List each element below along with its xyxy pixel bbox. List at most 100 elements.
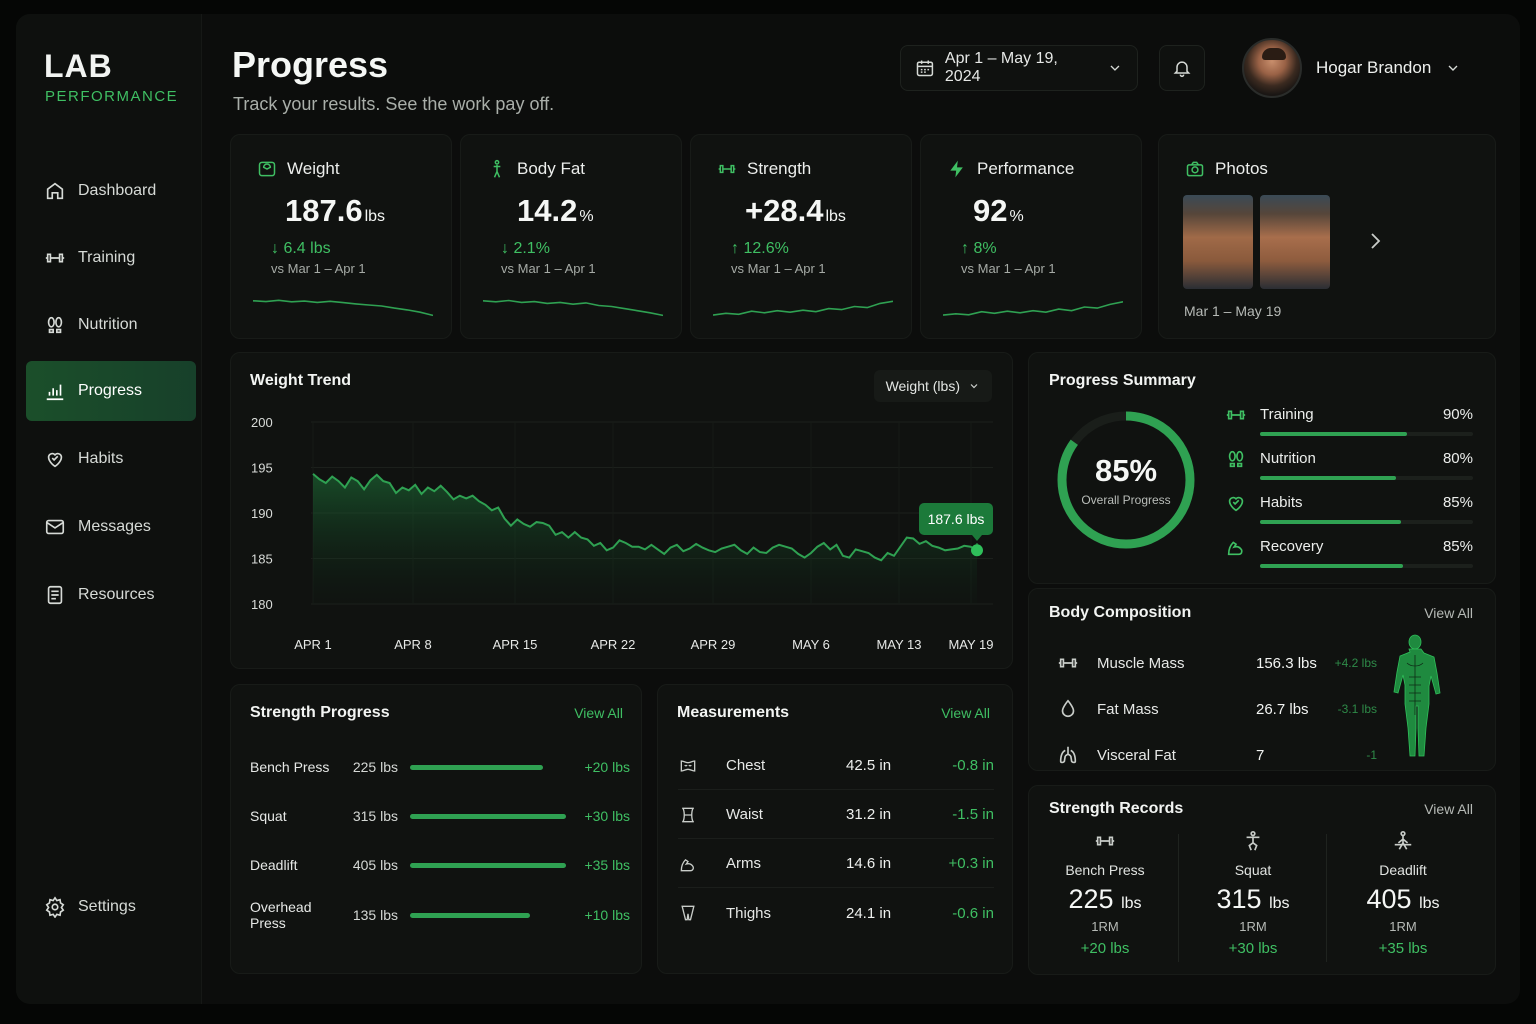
progress-bar (410, 813, 566, 819)
stat-card-body-fat[interactable]: Body Fat 14.2% ↓ 2.1% vs Mar 1 – Apr 1 (460, 134, 682, 339)
composition-row-fat: Fat Mass 26.7 lbs -3.1 lbs (1057, 694, 1377, 724)
sidebar-item-label: Settings (78, 898, 136, 915)
area-fill (313, 473, 977, 604)
exercise-delta: +10 lbs (584, 907, 630, 923)
section-title: Progress Summary (1049, 372, 1196, 389)
view-all-link[interactable]: View All (574, 705, 623, 721)
strength-records-card: Strength Records View All Bench Press 22… (1028, 785, 1496, 975)
section-title: Strength Progress (250, 704, 390, 721)
chest-icon (678, 756, 726, 776)
summary-percent: 85% (1442, 538, 1473, 555)
divider (1326, 834, 1327, 962)
sidebar-item-nutrition[interactable]: Nutrition (26, 295, 196, 355)
strength-row-deadlift: Deadlift 405 lbs +35 lbs (250, 854, 630, 876)
weight-series-line (312, 473, 978, 562)
overall-label: Overall Progress (1081, 493, 1171, 507)
dumbbell-icon (45, 253, 65, 263)
exercise-weight: 315 lbs (352, 808, 398, 824)
x-tick-label: MAY 13 (876, 637, 921, 652)
measurement-row-waist: Waist 31.2 in -1.5 in (678, 791, 994, 839)
date-range-picker[interactable]: Apr 1 – May 19, 2024 (900, 45, 1138, 91)
composition-value: 156.3 lbs (1256, 654, 1317, 672)
stat-header: Photos (1185, 159, 1268, 179)
measurement-delta: -0.8 in (952, 757, 994, 774)
composition-delta: -3.1 lbs (1337, 702, 1377, 716)
composition-delta: -1 (1366, 748, 1377, 762)
progress-photo-after[interactable] (1260, 195, 1330, 289)
sidebar-item-dashboard[interactable]: Dashboard (26, 161, 196, 221)
composition-row-muscle: Muscle Mass 156.3 lbs +4.2 lbs (1057, 648, 1377, 678)
sidebar-item-messages[interactable]: Messages (26, 497, 196, 557)
sparkline-series (943, 301, 1123, 316)
user-menu[interactable]: Hogar Brandon (1242, 38, 1461, 98)
progress-photo-before[interactable] (1183, 195, 1253, 289)
stat-card-strength[interactable]: Strength +28.4 lbs ↑ 12.6% vs Mar 1 – Apr… (690, 134, 912, 339)
sidebar-item-settings[interactable]: Settings (26, 877, 196, 937)
measurement-row-chest: Chest 42.5 in -0.8 in (678, 742, 994, 790)
droplet-icon (1057, 698, 1097, 720)
exercise-name: Deadlift (250, 857, 298, 873)
stat-label: Strength (747, 159, 812, 178)
progress-bar (410, 764, 566, 770)
view-all-link[interactable]: View All (941, 705, 990, 721)
section-title: Strength Records (1049, 800, 1184, 817)
exercise-delta: +30 lbs (584, 808, 630, 824)
measurement-delta: +0.3 in (948, 855, 994, 872)
exercise-name: Squat (250, 808, 287, 824)
composition-delta: +4.2 lbs (1334, 656, 1377, 670)
stat-value: 92% (973, 193, 1024, 228)
composition-value: 26.7 lbs (1256, 700, 1309, 718)
user-name: Hogar Brandon (1316, 58, 1432, 77)
strength-row-bench: Bench Press 225 lbs +20 lbs (250, 756, 630, 778)
stat-header: Performance (947, 159, 1074, 179)
stat-card-performance[interactable]: Performance 92% ↑ 8% vs Mar 1 – Apr 1 (920, 134, 1142, 339)
x-tick-label: MAY 6 (792, 637, 830, 652)
record-rm: 1RM (1091, 919, 1119, 934)
mail-icon (45, 519, 65, 535)
current-point[interactable] (971, 544, 983, 557)
measurement-value: 14.6 in (846, 855, 892, 872)
record-value: 315 lbs (1216, 884, 1290, 914)
sidebar-item-training[interactable]: Training (26, 228, 196, 288)
summary-percent: 85% (1442, 494, 1473, 511)
section-title: Measurements (677, 704, 790, 721)
main-content: Progress Track your results. See the wor… (202, 14, 1520, 1004)
summary-label: Habits (1260, 494, 1303, 511)
measurement-delta: -0.6 in (952, 904, 994, 922)
view-all-link[interactable]: View All (1424, 801, 1473, 817)
stat-delta: ↓ 2.1% (501, 240, 550, 257)
lungs-icon (1057, 744, 1097, 766)
stat-compare: vs Mar 1 – Apr 1 (731, 261, 826, 276)
record-value: 225 lbs (1068, 884, 1142, 914)
metric-dropdown[interactable]: Weight (lbs) (873, 370, 992, 402)
brand-logo: LAB (44, 48, 113, 84)
x-tick-label: APR 8 (394, 637, 432, 652)
weight-trend-card: Weight Trend Weight (lbs) 200 195 190 185 18… (230, 352, 1013, 669)
view-all-link[interactable]: View All (1424, 605, 1473, 621)
record-value: 405 lbs (1366, 884, 1440, 914)
sparkline-series (253, 299, 433, 317)
bar-chart-icon (46, 384, 64, 401)
document-icon (47, 585, 63, 605)
sidebar-item-progress[interactable]: Progress (26, 361, 196, 421)
camera-icon (1186, 161, 1204, 177)
chevron-down-icon (1110, 65, 1120, 71)
metric-dropdown-label: Weight (lbs) (885, 378, 960, 394)
photos-card[interactable]: Photos Mar 1 – May 19 (1158, 134, 1496, 339)
measurement-label: Waist (726, 806, 763, 823)
tooltip-pointer (972, 535, 982, 541)
composition-label: Visceral Fat (1097, 746, 1176, 764)
stat-label: Performance (977, 159, 1075, 178)
sidebar-item-habits[interactable]: Habits (26, 429, 196, 489)
dumbbell-icon (1057, 652, 1097, 674)
measurement-row-thighs: Thighs 24.1 in -0.6 in (678, 889, 994, 937)
exercise-weight: 135 lbs (352, 907, 398, 923)
stat-card-weight[interactable]: Weight 187.6 lbs ↓ 6.4 lbs vs Mar 1 – Apr… (230, 134, 452, 339)
sidebar-item-resources[interactable]: Resources (26, 565, 196, 625)
composition-label: Muscle Mass (1097, 654, 1185, 672)
sparkline-series (483, 299, 663, 317)
notifications-button[interactable] (1159, 45, 1205, 91)
record-delta: +30 lbs (1228, 940, 1278, 957)
progress-bar (410, 912, 566, 918)
chevron-right-icon[interactable] (1363, 229, 1387, 253)
